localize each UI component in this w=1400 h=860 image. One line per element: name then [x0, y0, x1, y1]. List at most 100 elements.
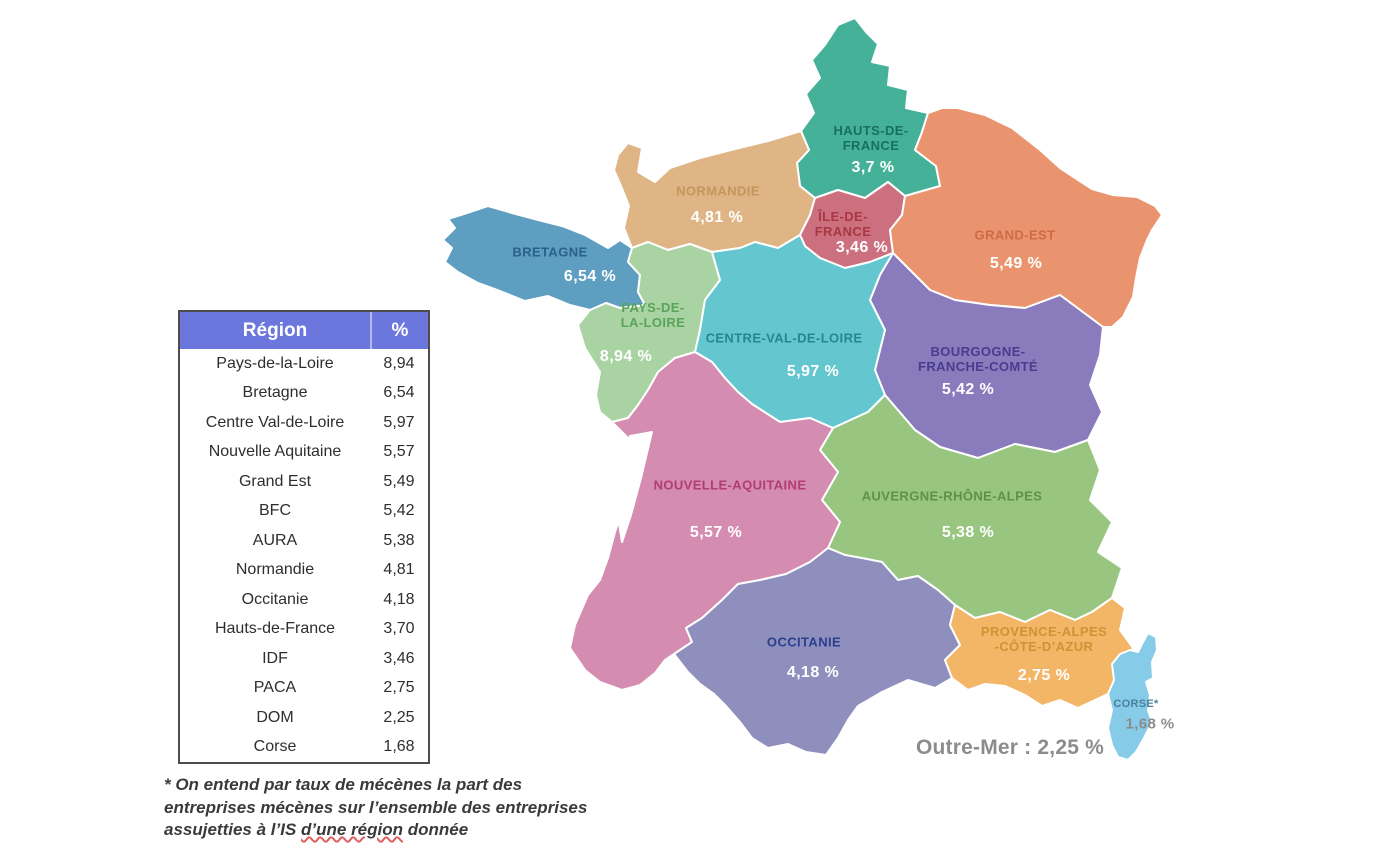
table-cell-value: 4,81 — [383, 561, 415, 579]
label-bourgogne-franche-comte: BOURGOGNE- FRANCHE-COMTÉ — [918, 344, 1038, 374]
label-line: PAYS-DE- — [621, 300, 685, 315]
table-cell-value: 6,54 — [383, 384, 415, 402]
table-cell-value: 5,49 — [383, 472, 415, 490]
label-hauts-de-france: HAUTS-DE- FRANCE — [833, 123, 908, 153]
table-cell-region: DOM — [256, 708, 294, 726]
label-provence-alpes-cote-d-azur: PROVENCE-ALPES -CÔTE-D’AZUR — [981, 624, 1107, 654]
table-row: Pays-de-la-Loire 8,94 — [180, 349, 428, 379]
table-cell-value: 4,18 — [383, 590, 415, 608]
label-occitanie: OCCITANIE — [767, 635, 841, 650]
label-pays-de-la-loire: PAYS-DE- LA-LOIRE — [621, 300, 686, 330]
table-cell-value: 8,94 — [383, 354, 415, 372]
label-line: ÎLE-DE- — [818, 209, 868, 224]
label-line: FRANCHE-COMTÉ — [917, 359, 1039, 374]
label-line: NOUVELLE-AQUITAINE — [653, 477, 807, 493]
footnote-text: assujetties à l’IS — [164, 820, 302, 839]
label-auvergne-rhone-alpes: AUVERGNE-RHÔNE-ALPES — [862, 489, 1043, 504]
table-cell-region: Hauts-de-France — [214, 620, 336, 638]
table-cell-value: 3,46 — [383, 649, 415, 667]
table-row: Corse 1,68 — [180, 733, 428, 763]
gironde-estuary — [615, 431, 653, 543]
table-header: Région % — [180, 312, 428, 349]
label-ile-de-france: ÎLE-DE- FRANCE — [815, 209, 872, 239]
label-line: AUVERGNE-RHÔNE-ALPES — [861, 488, 1043, 504]
table-cell-value: 5,38 — [383, 531, 415, 549]
label-line: -CÔTE-D’AZUR — [994, 639, 1094, 654]
table-cell-value: 5,57 — [383, 443, 415, 461]
table-header-percent: % — [391, 319, 409, 341]
table-row: AURA 5,38 — [180, 526, 428, 556]
table-cell-value: 5,42 — [383, 502, 415, 520]
label-line: FRANCE — [842, 138, 900, 153]
table-row: PACA 2,75 — [180, 674, 428, 704]
value-pays-de-la-loire: 8,94 % — [599, 348, 653, 365]
value-bourgogne-franche-comte: 5,42 % — [941, 381, 995, 398]
label-line: BOURGOGNE- — [930, 344, 1026, 359]
value-auvergne-rhone-alpes: 5,38 % — [941, 524, 995, 541]
region-occitanie — [673, 547, 961, 756]
table-row: Normandie 4,81 — [180, 556, 428, 586]
table-cell-region: Grand Est — [238, 472, 312, 490]
table-cell-region: Pays-de-la-Loire — [216, 354, 334, 372]
table-row: DOM 2,25 — [180, 703, 428, 733]
label-line: LA-LOIRE — [620, 315, 686, 330]
footnote-text: donnée — [403, 820, 469, 839]
table-row: Occitanie 4,18 — [180, 585, 428, 615]
label-corse: CORSE* — [1113, 698, 1158, 710]
value-ile-de-france: 3,46 % — [835, 239, 889, 256]
value-nouvelle-aquitaine: 5,57 % — [689, 524, 743, 541]
label-line: OCCITANIE — [766, 634, 842, 650]
table-header-region: Région — [180, 312, 372, 349]
label-bretagne: BRETAGNE — [512, 245, 587, 260]
table-cell-region: Normandie — [235, 561, 315, 579]
value-centre-val-de-loire: 5,97 % — [786, 363, 840, 380]
label-line: PROVENCE-ALPES — [980, 624, 1108, 639]
label-line: CENTRE-VAL-DE-LOIRE — [705, 330, 863, 346]
table-row: Bretagne 6,54 — [180, 379, 428, 409]
outre-mer-note: Outre-Mer : 2,25 % — [916, 736, 1104, 759]
value-occitanie: 4,18 % — [786, 664, 840, 681]
value-bretagne: 6,54 % — [563, 268, 617, 285]
footnote-line: * On entend par taux de mécènes la part … — [164, 775, 523, 794]
table-row: BFC 5,42 — [180, 497, 428, 527]
label-line: GRAND-EST — [974, 227, 1056, 243]
region-corse — [1107, 632, 1158, 761]
table-cell-value: 3,70 — [383, 620, 415, 638]
table-cell-value: 2,75 — [383, 679, 415, 697]
label-line: HAUTS-DE- — [833, 123, 909, 138]
table-row: Nouvelle Aquitaine 5,57 — [180, 438, 428, 468]
label-normandie: NORMANDIE — [676, 184, 760, 199]
table-row: Centre Val-de-Loire 5,97 — [180, 408, 428, 438]
table-cell-region: IDF — [262, 649, 288, 667]
value-hauts-de-france: 3,7 % — [851, 159, 895, 176]
table-cell-region: BFC — [259, 502, 291, 520]
label-grand-est: GRAND-EST — [975, 228, 1056, 243]
footnote-text-underlined: d’une région — [301, 820, 404, 839]
table-cell-region: Nouvelle Aquitaine — [208, 443, 342, 461]
region-grand-est — [889, 107, 1163, 328]
table-row: IDF 3,46 — [180, 644, 428, 674]
label-centre-val-de-loire: CENTRE-VAL-DE-LOIRE — [706, 331, 863, 346]
table-cell-value: 2,25 — [383, 708, 415, 726]
table-cell-region: Centre Val-de-Loire — [205, 413, 345, 431]
footnote-line: assujetties à l’IS d’une région donnée — [164, 819, 587, 842]
region-rate-table: Région % Pays-de-la-Loire 8,94 Bretagne … — [178, 310, 430, 764]
value-grand-est: 5,49 % — [989, 255, 1043, 272]
value-normandie: 4,81 % — [690, 209, 744, 226]
footnote-line: entreprises mécènes sur l’ensemble des e… — [164, 797, 588, 817]
value-provence-alpes-cote-d-azur: 2,75 % — [1017, 667, 1071, 684]
table-row: Hauts-de-France 3,70 — [180, 615, 428, 645]
footnote: * On entend par taux de mécènes la part … — [164, 774, 587, 842]
table-cell-value: 1,68 — [383, 738, 415, 756]
table-cell-region: Occitanie — [241, 590, 309, 608]
label-line: BRETAGNE — [512, 244, 588, 260]
table-cell-region: PACA — [253, 679, 297, 697]
label-line: CORSE* — [1113, 698, 1159, 710]
label-line: NORMANDIE — [676, 183, 760, 199]
label-line: FRANCE — [814, 224, 872, 239]
table-cell-region: Bretagne — [242, 384, 308, 402]
table-cell-region: Corse — [253, 738, 297, 756]
value-corse: 1,68 % — [1125, 715, 1175, 733]
